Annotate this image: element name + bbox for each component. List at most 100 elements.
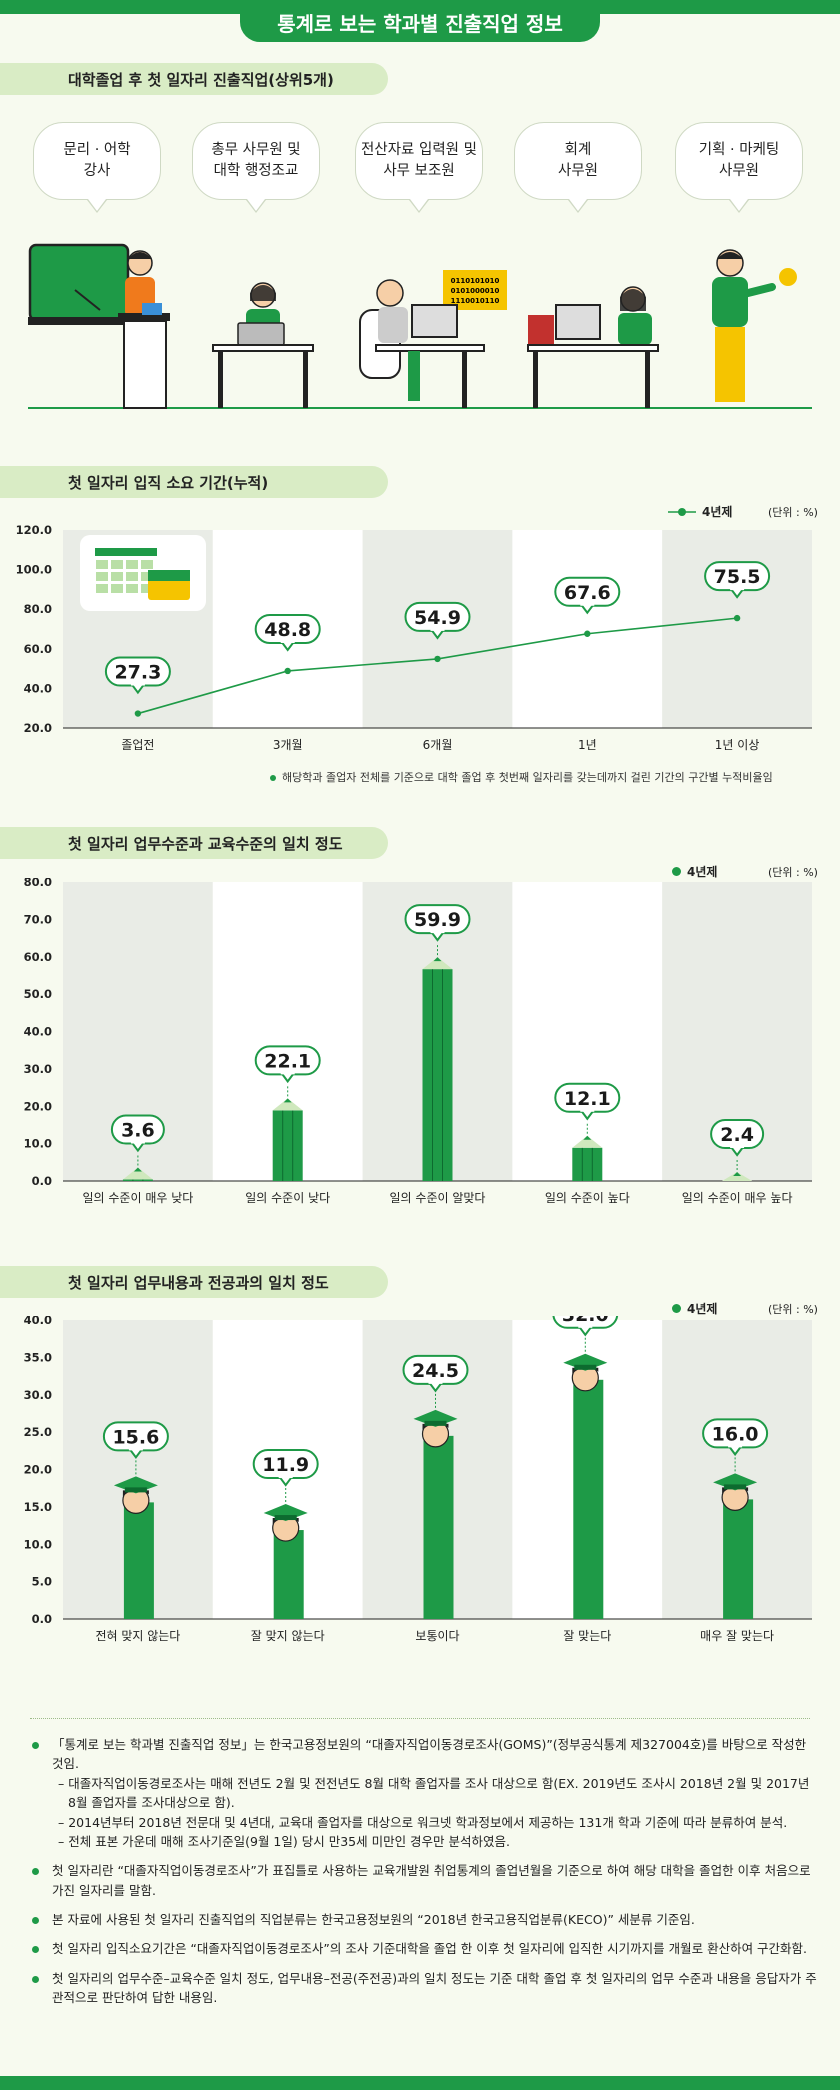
data-label-pointer — [131, 683, 145, 695]
x-tick-label: 1년 이상 — [715, 738, 760, 752]
bar-pencil-tip — [272, 1098, 303, 1111]
job-bubble: 총무 사무원 및 대학 행정조교 — [192, 122, 320, 213]
note-sub-item: – 전체 표본 가운데 매해 조사기준일(9월 1일) 당시 만35세 미만인 … — [58, 1833, 510, 1849]
note-item: 첫 일자리란 “대졸자직업이동경로조사”가 표집틀로 사용하는 교육개발원 취업… — [30, 1861, 820, 1900]
y-tick-label: 40.0 — [24, 1316, 52, 1327]
notes-section: 「통계로 보는 학과별 진출직업 정보」는 한국고용정보원의 “대졸자직업이동경… — [30, 1735, 820, 2018]
data-label: 12.1 — [554, 1082, 621, 1121]
bar-graduate — [113, 1460, 158, 1619]
y-tick-label: 10.0 — [24, 1137, 52, 1151]
y-tick-label: 35.0 — [24, 1350, 52, 1364]
y-tick-label: 15.0 — [24, 1500, 52, 1514]
legend-4yr: 4년제 — [672, 1300, 717, 1317]
bar-graduate-body — [573, 1379, 604, 1619]
data-label: 15.6 — [102, 1421, 169, 1460]
x-tick-label: 매우 잘 맞는다 — [700, 1629, 774, 1643]
bar-pencil-body — [572, 1147, 603, 1181]
data-label-text: 75.5 — [714, 566, 761, 588]
y-tick-label: 100.0 — [16, 563, 52, 577]
bar-graduate — [263, 1488, 308, 1619]
data-point — [584, 630, 591, 637]
y-tick-label: 40.0 — [24, 1025, 52, 1039]
legend-dot — [672, 867, 681, 876]
x-tick-label: 잘 맞지 않는다 — [251, 1629, 325, 1643]
unit-label: (단위 : %) — [768, 1303, 818, 1316]
legend-4yr: 4년제 — [668, 503, 732, 520]
data-label-pointer — [730, 588, 744, 599]
y-tick-label: 30.0 — [24, 1388, 52, 1402]
section-title-entry-period: 첫 일자리 입직 소요 기간(누적) — [0, 466, 388, 498]
y-tick-label: 20.0 — [24, 1099, 52, 1113]
y-tick-label: 20.0 — [24, 1463, 52, 1477]
data-label-pointer — [730, 1146, 744, 1157]
x-tick-label: 보통이다 — [415, 1629, 459, 1643]
y-tick-label: 30.0 — [24, 1062, 52, 1076]
data-label-text: 22.1 — [264, 1050, 311, 1072]
data-label: 16.0 — [702, 1418, 769, 1457]
data-label-text: 2.4 — [720, 1124, 754, 1146]
legend-line-marker — [668, 507, 696, 516]
data-label: 24.5 — [402, 1354, 469, 1393]
x-tick-label: 일의 수준이 낮다 — [245, 1191, 330, 1205]
data-label-pointer — [580, 1110, 595, 1121]
bar-pencil — [722, 1158, 753, 1181]
data-label-text: 3.6 — [121, 1120, 155, 1142]
x-tick-label: 일의 수준이 매우 높다 — [682, 1191, 793, 1205]
bar-pencil-body — [272, 1110, 303, 1181]
y-tick-label: 25.0 — [24, 1425, 52, 1439]
bar-pencil-tip — [122, 1167, 153, 1180]
section-title-major-match: 첫 일자리 업무내용과 전공과의 일치 정도 — [0, 1266, 388, 1298]
y-tick-label: 50.0 — [24, 987, 52, 1001]
data-label: 2.4 — [710, 1119, 765, 1157]
data-label-pointer — [430, 629, 445, 640]
unit-label: (단위 : %) — [768, 866, 818, 879]
legend-4yr: 4년제 — [672, 863, 717, 880]
x-tick-label: 전혀 맞지 않는다 — [95, 1629, 180, 1643]
data-label-text: 11.9 — [262, 1454, 309, 1476]
data-label: 27.3 — [104, 656, 171, 695]
bar-pencil-body — [122, 1179, 153, 1181]
legend-label: 4년제 — [702, 505, 733, 519]
x-tick-label: 일의 수준이 알맞다 — [390, 1191, 486, 1205]
y-tick-label: 20.0 — [24, 721, 52, 735]
data-label-pointer — [280, 641, 295, 652]
data-label: 67.6 — [554, 576, 621, 615]
data-label-pointer — [129, 1448, 143, 1460]
data-point — [434, 655, 441, 663]
note-sub-item: – 2014년부터 2018년 전문대 및 4년대, 교육대 졸업자를 대상으로… — [58, 1814, 788, 1830]
x-tick-label: 1년 — [578, 738, 597, 752]
bar-graduate-body — [723, 1499, 754, 1619]
data-label-pointer — [131, 1141, 145, 1153]
bar-pencil-tip — [722, 1172, 753, 1181]
data-point — [733, 614, 741, 622]
bar-chart-level-match: 0.0 10.0 20.0 30.0 40.0 50.0 60.0 70.0 80.0 일의 수준… — [24, 878, 812, 1205]
legend-dot — [672, 1304, 681, 1313]
line-chart-entry-period: 20.0 40.0 60.0 80.0 100.0 120.0 졸업전 3개월 6개월 1년 1년 … — [16, 523, 812, 752]
y-tick-label: 120.0 — [16, 523, 52, 537]
bottom-bar — [0, 2076, 840, 2090]
data-label-text: 32.0 — [562, 1316, 609, 1326]
job-bubble: 회계 사무원 — [514, 122, 642, 213]
note-item: 첫 일자리 입직소요기간은 “대졸자직업이동경로조사”의 조사 기준대학을 졸업… — [30, 1939, 820, 1958]
y-tick-label: 0.0 — [32, 1612, 52, 1626]
data-label: 48.8 — [254, 613, 321, 652]
x-tick-label: 일의 수준이 매우 낮다 — [82, 1191, 193, 1205]
data-label-text: 67.6 — [564, 582, 611, 604]
bar-pencil — [422, 943, 453, 1181]
job-bubble: 기획 · 마케팅 사무원 — [675, 122, 803, 213]
data-label: 75.5 — [704, 561, 771, 599]
x-tick-label: 일의 수준이 높다 — [545, 1191, 630, 1205]
bar-pencil — [572, 1121, 603, 1181]
bar-pencil — [122, 1153, 153, 1181]
data-label-text: 27.3 — [114, 662, 161, 684]
data-label-pointer — [728, 1445, 742, 1457]
y-tick-label: 10.0 — [24, 1537, 52, 1551]
x-tick-label: 3개월 — [273, 738, 303, 752]
legend-label: 4년제 — [687, 865, 718, 879]
category-band — [662, 530, 812, 728]
accountant-figure — [527, 286, 659, 408]
category-band — [512, 882, 663, 1181]
calendar-briefcase-icon — [80, 535, 206, 611]
y-tick-label: 70.0 — [24, 912, 52, 926]
data-label-pointer — [580, 604, 595, 615]
